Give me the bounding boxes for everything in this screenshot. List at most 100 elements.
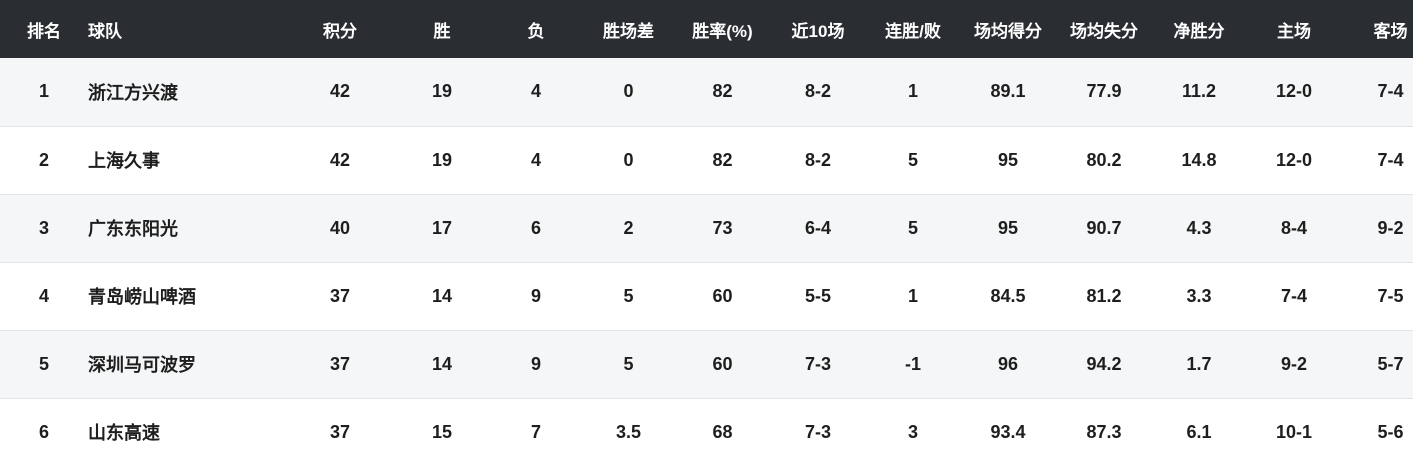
column-header-avg_pts_against: 场均失分: [1070, 21, 1138, 41]
cell-games_behind: 5: [582, 329, 675, 398]
cell-away: 7-5: [1342, 261, 1413, 330]
cell-last10: 7-3: [770, 329, 866, 398]
cell-losses: 7: [490, 397, 582, 466]
table-row: 2 上海久事 42 19 4 0 82 8-2 5 95 80.2 14.8 12-0 7-4: [0, 125, 1413, 194]
table-row: 1 浙江方兴渡 42 19 4 0 82 8-2 1 89.1 77.9 11.2 12-0 7-4: [0, 58, 1413, 126]
cell-avg_pts_for: 96: [960, 329, 1056, 398]
cell-games_behind: 5: [582, 261, 675, 330]
cell-rank: 2: [0, 125, 88, 194]
cell-points: 37: [286, 329, 394, 398]
cell-team: 深圳马可波罗: [88, 329, 286, 398]
column-header-points: 积分: [323, 21, 357, 41]
table-body: 1 浙江方兴渡 42 19 4 0 82 8-2 1 89.1 77.9 11.2 12-0 7-4 2 上海…: [0, 58, 1413, 466]
cell-streak: 3: [866, 397, 960, 466]
column-header-away: 客场: [1373, 21, 1408, 41]
cell-losses: 4: [490, 125, 582, 194]
cell-team: 青岛崂山啤酒: [88, 261, 286, 330]
table-row: 5 深圳马可波罗 37 14 9 5 60 7-3 -1 96 94.2 1.7 9-2 5-7: [0, 329, 1413, 398]
cell-win_pct: 82: [712, 81, 733, 102]
cell-points: 40: [286, 193, 394, 262]
cell-avg_pts_against: 90.7: [1056, 193, 1152, 262]
cell-games_behind: 3.5: [582, 397, 675, 466]
cell-win_pct: 82: [675, 125, 770, 194]
cell-home: 12-0: [1275, 81, 1313, 102]
column-header-team: 球队: [88, 21, 122, 41]
cell-avg_pts_for: 84.5: [960, 261, 1056, 330]
cell-avg_pts_against: 77.9: [1086, 81, 1122, 102]
cell-away: 5-6: [1342, 397, 1413, 466]
cell-wins: 19: [394, 125, 490, 194]
cell-points: 42: [286, 125, 394, 194]
column-header-win_pct: 胜率(%): [692, 21, 753, 41]
cell-point_diff: 4.3: [1152, 193, 1246, 262]
cell-avg_pts_for: 89.1: [990, 81, 1026, 102]
cell-away: 9-2: [1342, 193, 1413, 262]
cell-home: 9-2: [1246, 329, 1342, 398]
column-header-games_behind: 胜场差: [603, 21, 654, 41]
cell-losses: 4: [530, 81, 541, 102]
cell-streak: 5: [866, 125, 960, 194]
cell-last10: 8-2: [770, 125, 866, 194]
column-header-losses: 负: [527, 21, 545, 41]
cell-avg_pts_against: 94.2: [1056, 329, 1152, 398]
cell-rank: 3: [0, 193, 88, 262]
cell-away: 7-4: [1377, 81, 1404, 102]
cell-team: 浙江方兴渡: [88, 82, 178, 103]
table-row: 4 青岛崂山啤酒 37 14 9 5 60 5-5 1 84.5 81.2 3.3 7-4 7-5: [0, 261, 1413, 330]
cell-avg_pts_for: 95: [960, 125, 1056, 194]
cell-avg_pts_against: 87.3: [1056, 397, 1152, 466]
cell-streak: 1: [907, 81, 918, 102]
cell-avg_pts_against: 80.2: [1056, 125, 1152, 194]
cell-team: 上海久事: [88, 125, 286, 194]
cell-losses: 6: [490, 193, 582, 262]
cell-wins: 14: [394, 329, 490, 398]
column-header-rank: 排名: [27, 21, 61, 41]
cell-win_pct: 73: [675, 193, 770, 262]
cell-losses: 9: [490, 329, 582, 398]
cell-avg_pts_for: 93.4: [960, 397, 1056, 466]
cell-streak: 1: [866, 261, 960, 330]
cell-avg_pts_against: 81.2: [1056, 261, 1152, 330]
cell-games_behind: 0: [623, 81, 634, 102]
cell-point_diff: 1.7: [1152, 329, 1246, 398]
table-row: 3 广东东阳光 40 17 6 2 73 6-4 5 95 90.7 4.3 8-4 9-2: [0, 193, 1413, 262]
cell-losses: 9: [490, 261, 582, 330]
cell-rank: 4: [0, 261, 88, 330]
cell-last10: 8-2: [804, 81, 831, 102]
cell-games_behind: 2: [582, 193, 675, 262]
cell-points: 42: [329, 81, 351, 102]
cell-wins: 15: [394, 397, 490, 466]
cell-streak: 5: [866, 193, 960, 262]
cell-wins: 14: [394, 261, 490, 330]
cell-avg_pts_for: 95: [960, 193, 1056, 262]
cell-away: 5-7: [1342, 329, 1413, 398]
cell-rank: 6: [0, 397, 88, 466]
cell-team: 山东高速: [88, 397, 286, 466]
cell-last10: 5-5: [770, 261, 866, 330]
cell-team: 广东东阳光: [88, 193, 286, 262]
cell-rank: 1: [38, 81, 49, 102]
cell-rank: 5: [0, 329, 88, 398]
cell-last10: 6-4: [770, 193, 866, 262]
cell-home: 8-4: [1246, 193, 1342, 262]
header-row: 排名 球队 积分 胜 负 胜场差 胜率(%) 近10场 连胜/败 场均得分 场均失分 净胜分 主场 客场: [0, 0, 1413, 58]
cell-point_diff: 14.8: [1152, 125, 1246, 194]
cell-point_diff: 6.1: [1152, 397, 1246, 466]
table-row: 6 山东高速 37 15 7 3.5 68 7-3 3 93.4 87.3 6.1 10-1 5-6: [0, 397, 1413, 466]
cell-points: 37: [286, 397, 394, 466]
cell-points: 37: [286, 261, 394, 330]
cell-point_diff: 11.2: [1181, 81, 1217, 102]
cell-away: 7-4: [1342, 125, 1413, 194]
column-header-point_diff: 净胜分: [1173, 21, 1225, 41]
cell-streak: -1: [866, 329, 960, 398]
cell-wins: 19: [431, 81, 453, 102]
cell-point_diff: 3.3: [1152, 261, 1246, 330]
column-header-home: 主场: [1277, 21, 1311, 41]
cell-wins: 17: [394, 193, 490, 262]
cell-win_pct: 68: [675, 397, 770, 466]
cell-home: 7-4: [1246, 261, 1342, 330]
cell-home: 10-1: [1246, 397, 1342, 466]
column-header-avg_pts_for: 场均得分: [974, 21, 1042, 41]
